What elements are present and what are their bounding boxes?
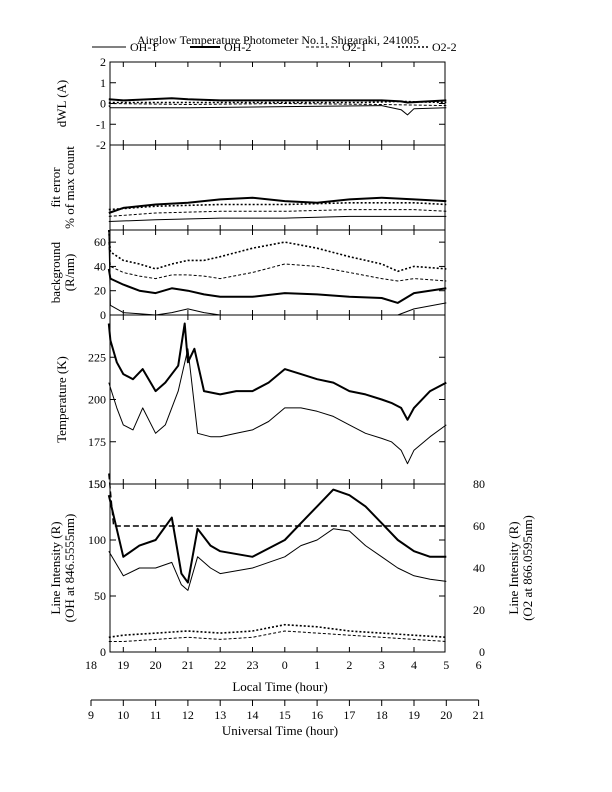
local-time-tick-label: 1 bbox=[314, 658, 320, 672]
ytick-label-temperature: 150 bbox=[88, 477, 106, 491]
ytick-label-dwl: -2 bbox=[96, 138, 106, 152]
series-line_intensity-oh-1 bbox=[108, 528, 447, 591]
local-time-tick-label: 4 bbox=[411, 658, 417, 672]
ytick-label-background: 40 bbox=[94, 259, 106, 273]
local-time-axis-title: Local Time (hour) bbox=[232, 679, 327, 694]
ytick-label-background: 0 bbox=[100, 308, 106, 322]
legend: OH-1 OH-2 O2-1 O2-2 bbox=[92, 40, 457, 54]
legend-label-oh-2: OH-2 bbox=[224, 40, 251, 54]
ut-tick-label: 17 bbox=[343, 708, 355, 722]
local-time-tick-label: 23 bbox=[247, 658, 259, 672]
ut-tick-label: 9 bbox=[88, 708, 94, 722]
series-dwl-oh-1 bbox=[108, 105, 447, 116]
local-time-tick-label: 6 bbox=[476, 658, 482, 672]
ut-tick-label: 12 bbox=[182, 708, 194, 722]
ylabel-background-0: background bbox=[48, 241, 63, 303]
ylabel-background-1: (R/nm) bbox=[62, 254, 77, 292]
local-time-tick-label: 22 bbox=[214, 658, 226, 672]
legend-label-oh-1: OH-1 bbox=[130, 40, 157, 54]
ytick-right-label: 20 bbox=[473, 603, 485, 617]
local-time-tick-label: 18 bbox=[85, 658, 97, 672]
local-time-tick-label: 3 bbox=[379, 658, 385, 672]
ytick-label-background: 20 bbox=[94, 284, 106, 298]
series-background-o2-2 bbox=[108, 229, 447, 273]
ytick-label-line_intensity: 100 bbox=[88, 533, 106, 547]
ytick-label-dwl: 1 bbox=[100, 76, 106, 90]
panel-fit_error: -2fit error% of max count bbox=[48, 144, 447, 231]
legend-label-o2-2: O2-2 bbox=[432, 40, 457, 54]
series-dwl-o2-1 bbox=[108, 103, 447, 107]
ytick-label-temperature: 200 bbox=[88, 393, 106, 407]
ylabel-dwl-0: dWL (A) bbox=[54, 80, 69, 128]
series-fit_error-o2-2 bbox=[108, 202, 447, 211]
ut-tick-label: 10 bbox=[117, 708, 129, 722]
series-background-oh-2 bbox=[107, 268, 447, 304]
ylabel-right-line_intensity-1: (O2 at 866.0595nm) bbox=[520, 515, 535, 621]
panel-frame-temperature bbox=[109, 314, 446, 485]
ytick-label-temperature: 175 bbox=[88, 435, 106, 449]
ut-axis-title: Universal Time (hour) bbox=[222, 723, 338, 738]
ylabel-right-line_intensity-0: Line Intensity (R) bbox=[506, 521, 521, 614]
ut-tick-label: 11 bbox=[150, 708, 162, 722]
ytick-right-label: 60 bbox=[473, 519, 485, 533]
ylabel-line_intensity-1: (OH at 846.5555nm) bbox=[62, 514, 77, 623]
ylabel-fit_error-1: % of max count bbox=[62, 146, 77, 229]
series-fit_error-o2-1 bbox=[108, 209, 447, 217]
ytick-label-background: 60 bbox=[94, 235, 106, 249]
series-line_intensity-o2-2 bbox=[108, 623, 447, 639]
series-dwl-oh-2 bbox=[108, 97, 447, 104]
ytick-label-line_intensity: 150 bbox=[88, 477, 106, 491]
ytick-right-label: 80 bbox=[473, 477, 485, 491]
panel-background: 0 20 40 60 background (R/nm) bbox=[48, 229, 447, 322]
panel-frame-fit_error bbox=[109, 144, 446, 231]
local-time-tick-label: 5 bbox=[443, 658, 449, 672]
series-dwl-o2-2 bbox=[108, 100, 447, 104]
local-time-tick-label: 19 bbox=[117, 658, 129, 672]
panel-frame-dwl bbox=[109, 61, 446, 146]
series-temperature-oh-1 bbox=[108, 348, 447, 465]
local-time-tick-label: 20 bbox=[150, 658, 162, 672]
chart-title: Airglow Temperature Photometer No.1, Shi… bbox=[137, 33, 419, 47]
series-line_intensity-o2-reference bbox=[108, 473, 447, 527]
ut-tick-label: 13 bbox=[214, 708, 226, 722]
series-background-o2-1 bbox=[108, 242, 447, 282]
ytick-label-dwl: 0 bbox=[100, 97, 106, 111]
ytick-label-line_intensity: 50 bbox=[94, 589, 106, 603]
panel-frame-line_intensity bbox=[109, 483, 446, 653]
ut-tick-label: 19 bbox=[408, 708, 420, 722]
ytick-right-label: 0 bbox=[479, 645, 485, 659]
local-time-tick-label: 21 bbox=[182, 658, 194, 672]
panel-dwl: -2 -1 0 1 2 dWL (A) bbox=[54, 55, 447, 152]
ytick-label-dwl: -1 bbox=[96, 117, 106, 131]
ut-tick-label: 21 bbox=[473, 708, 485, 722]
ut-tick-label: 20 bbox=[440, 708, 452, 722]
series-line_intensity-o2-1 bbox=[108, 630, 447, 642]
series-fit_error-oh-1 bbox=[108, 215, 447, 222]
ut-tick-label: 14 bbox=[247, 708, 259, 722]
ytick-right-label: 40 bbox=[473, 561, 485, 575]
ut-tick-label: 16 bbox=[311, 708, 323, 722]
ytick-label-temperature: 225 bbox=[88, 350, 106, 364]
legend-label-o2-1: O2-1 bbox=[342, 40, 367, 54]
ut-tick-label: 18 bbox=[376, 708, 388, 722]
ylabel-temperature-0: Temperature (K) bbox=[54, 356, 69, 443]
ytick-label-dwl: 2 bbox=[100, 55, 106, 69]
ut-tick-label: 15 bbox=[279, 708, 291, 722]
local-time-tick-label: 0 bbox=[282, 658, 288, 672]
panel-temperature: 150 175 200 225 Temperature (K) bbox=[54, 314, 447, 491]
ylabel-fit_error-0: fit error bbox=[48, 167, 63, 208]
series-line_intensity-oh-2 bbox=[107, 488, 447, 584]
ylabel-line_intensity-0: Line Intensity (R) bbox=[48, 521, 63, 614]
series-temperature-oh-2 bbox=[107, 322, 447, 421]
local-time-tick-label: 2 bbox=[346, 658, 352, 672]
ytick-label-line_intensity: 0 bbox=[100, 645, 106, 659]
series-fit_error-oh-2 bbox=[108, 196, 447, 214]
